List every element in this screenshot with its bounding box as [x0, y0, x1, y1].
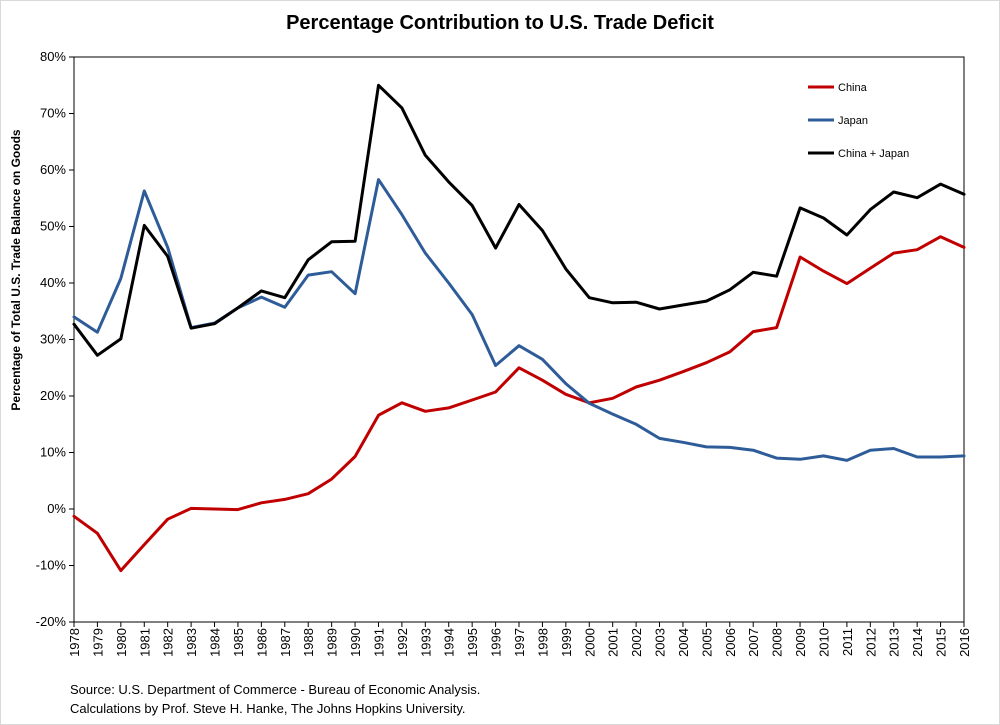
x-tick-label: 2008	[770, 628, 785, 657]
legend-label: China	[838, 82, 868, 94]
series-line-china-japan	[72, 83, 966, 357]
x-tick-label: 2005	[699, 628, 714, 657]
x-tick-label: 1982	[161, 628, 176, 657]
x-tick-label: 1990	[348, 628, 363, 657]
x-tick-label: 1986	[254, 628, 269, 657]
y-tick-label: 80%	[40, 49, 66, 64]
x-tick-label: 1992	[395, 628, 410, 657]
legend-label: China + Japan	[838, 148, 909, 160]
x-tick-label: 1993	[418, 628, 433, 657]
x-tick-label: 1984	[208, 628, 223, 657]
x-tick-label: 2014	[910, 628, 925, 657]
source-line-1: Source: U.S. Department of Commerce - Bu…	[70, 682, 481, 697]
x-tick-label: 2011	[840, 628, 855, 656]
source-line-2: Calculations by Prof. Steve H. Hanke, Th…	[70, 701, 466, 716]
legend: China Japan China + Japan	[808, 82, 909, 160]
y-tick-labels: -20% -10% 0% 10% 20% 30% 40% 50% 60% 70% 80%	[36, 49, 74, 629]
x-tick-label: 2001	[606, 628, 621, 657]
y-tick-label: 30%	[40, 332, 66, 347]
y-tick-label: 70%	[40, 106, 66, 121]
x-tick-label: 1978	[67, 628, 82, 657]
plot-area-border	[73, 56, 965, 623]
x-tick-label: 1995	[465, 628, 480, 657]
x-tick-labels: 1978 1979 1980 1981 1982 1983 1984 1985 1986 1987…	[67, 622, 972, 657]
y-tick-label: -10%	[36, 558, 67, 573]
x-tick-label: 2016	[957, 628, 972, 657]
x-tick-label: 2003	[653, 628, 668, 657]
x-tick-label: 2009	[793, 628, 808, 657]
x-tick-label: 1987	[278, 628, 293, 657]
y-tick-label: 40%	[40, 275, 66, 290]
x-tick-label: 2007	[746, 628, 761, 657]
y-tick-label: 0%	[47, 501, 66, 516]
x-tick-label: 2010	[816, 628, 831, 657]
x-tick-label: 1981	[137, 628, 152, 657]
axes-group	[73, 56, 965, 623]
x-tick-label: 2002	[629, 628, 644, 657]
x-tick-label: 1996	[489, 628, 504, 657]
y-tick-label: 60%	[40, 162, 66, 177]
x-tick-label: 1979	[90, 628, 105, 657]
x-tick-label: 2012	[863, 628, 878, 657]
source-note: Source: U.S. Department of Commerce - Bu…	[70, 680, 480, 718]
y-tick-label: 10%	[40, 445, 66, 460]
x-tick-label: 1988	[301, 628, 316, 657]
series-lines	[72, 83, 966, 573]
x-tick-label: 2000	[582, 628, 597, 657]
x-tick-label: 1998	[535, 628, 550, 657]
chart-title: Percentage Contribution to U.S. Trade De…	[286, 12, 714, 34]
legend-label: Japan	[838, 115, 868, 127]
y-tick-label: 50%	[40, 219, 66, 234]
x-tick-label: 1983	[184, 628, 199, 657]
x-tick-label: 2004	[676, 628, 691, 657]
x-tick-label: 2013	[887, 628, 902, 657]
x-tick-label: 1997	[512, 628, 527, 657]
x-tick-label: 1989	[325, 628, 340, 657]
x-tick-label: 1991	[371, 628, 386, 657]
x-tick-label: 2015	[934, 628, 949, 657]
y-tick-label: -20%	[36, 614, 67, 629]
x-tick-label: 2006	[723, 628, 738, 657]
series-line-china	[72, 235, 966, 573]
x-tick-label: 1994	[442, 628, 457, 657]
y-tick-label: 20%	[40, 388, 66, 403]
x-tick-label: 1980	[114, 628, 129, 657]
x-tick-label: 1985	[231, 628, 246, 657]
x-tick-label: 1999	[559, 628, 574, 657]
